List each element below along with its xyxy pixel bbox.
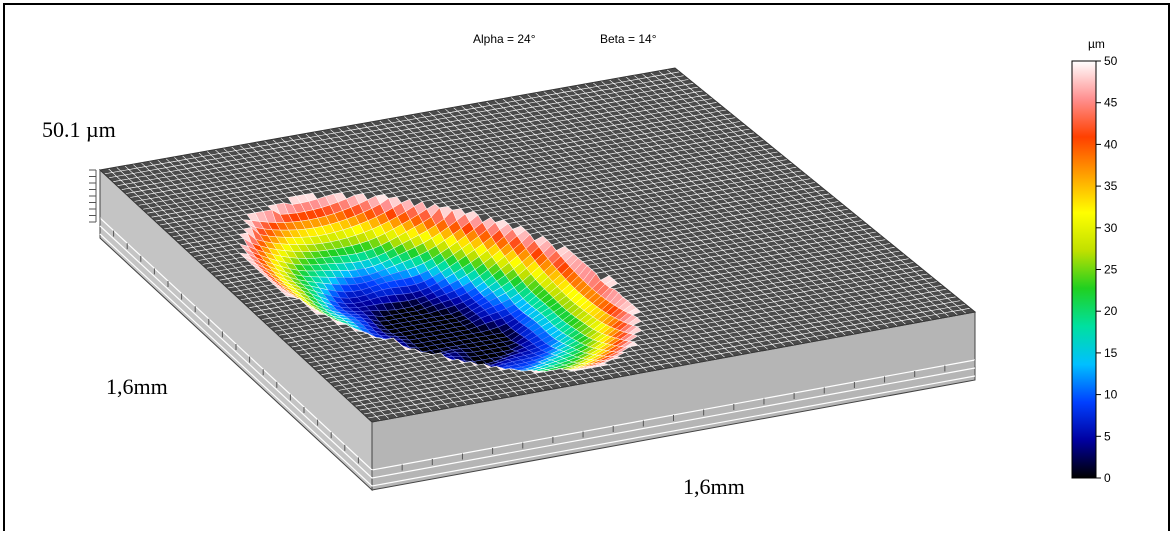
z-max-label: 50.1 µm bbox=[42, 117, 116, 142]
x-extent-label: 1,6mm bbox=[683, 474, 745, 499]
colorbar-unit: µm bbox=[1088, 37, 1105, 51]
colorbar-tick-label: 40 bbox=[1104, 137, 1118, 151]
colorbar-tick-label: 5 bbox=[1104, 429, 1111, 443]
colorbar: µm 0 5 10 15 20 25 30 35 40 45 50 bbox=[1071, 37, 1118, 485]
colorbar-tick-label: 35 bbox=[1104, 179, 1118, 193]
surface-plot bbox=[89, 67, 977, 492]
y-extent-label: 1,6mm bbox=[106, 374, 168, 399]
colorbar-tick-label: 25 bbox=[1104, 263, 1118, 277]
colorbar-tick-label: 20 bbox=[1104, 304, 1118, 318]
colorbar-tick-label: 30 bbox=[1104, 221, 1118, 235]
beta-label: Beta = 14° bbox=[600, 32, 657, 46]
colorbar-tick-label: 45 bbox=[1104, 96, 1118, 110]
colorbar-tick-label: 15 bbox=[1104, 346, 1118, 360]
colorbar-tick-label: 10 bbox=[1104, 388, 1118, 402]
colorbar-tick-label: 0 bbox=[1104, 471, 1111, 485]
colorbar-gradient bbox=[1071, 60, 1097, 479]
alpha-label: Alpha = 24° bbox=[473, 32, 536, 46]
z-axis bbox=[89, 169, 97, 223]
colorbar-tick-label: 50 bbox=[1104, 54, 1118, 68]
surface-mesh bbox=[98, 67, 977, 423]
